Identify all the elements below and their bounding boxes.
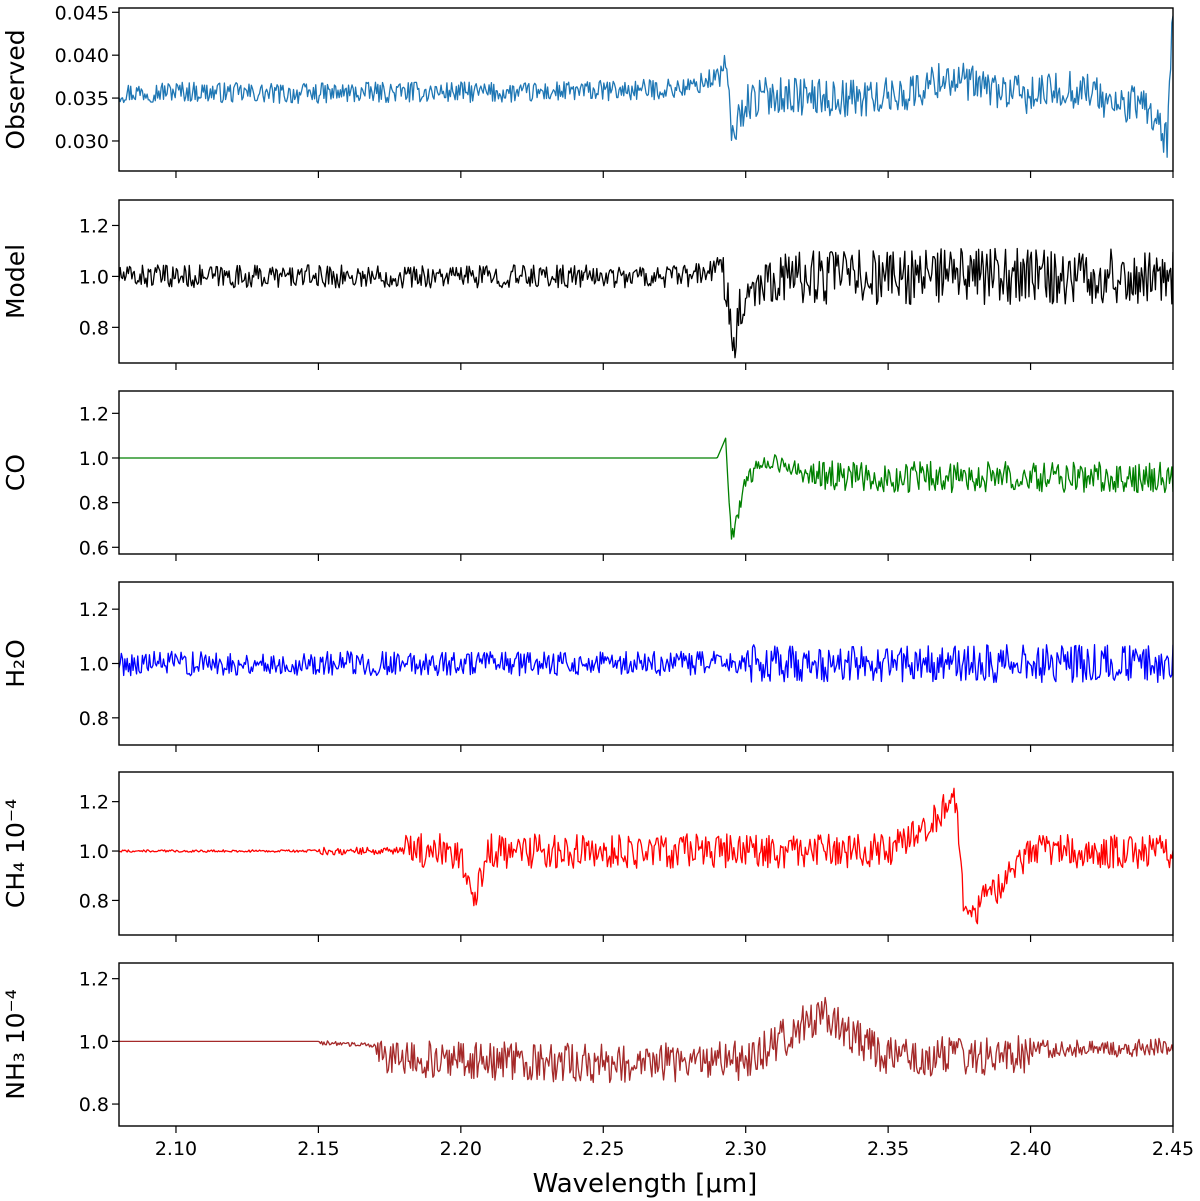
xtick-label: 2.35 — [867, 1138, 909, 1160]
xtick-label: 2.20 — [440, 1138, 482, 1160]
xtick-label: 2.10 — [155, 1138, 197, 1160]
h2o-ytick-label: 1.2 — [79, 599, 109, 621]
x-axis-label: Wavelength [μm] — [533, 1169, 758, 1199]
observed-ytick-label: 0.040 — [55, 45, 109, 67]
ch4-ytick-label: 1.0 — [79, 841, 109, 863]
h2o-ytick-label: 0.8 — [79, 708, 109, 730]
xtick-label: 2.30 — [725, 1138, 767, 1160]
nh3-ytick-label: 1.0 — [79, 1031, 109, 1053]
co-axes-frame — [118, 390, 1174, 555]
ch4-y-axis-label: CH₄ 10⁻⁴ — [1, 799, 30, 908]
nh3-ytick-label: 1.2 — [79, 969, 109, 991]
co-spectrum-line — [119, 437, 1173, 540]
h2o-spectrum-line — [119, 644, 1173, 684]
model-y-axis-label: Model — [1, 244, 30, 319]
model-ytick-label: 0.8 — [79, 317, 109, 339]
ch4-spectrum-line — [119, 787, 1173, 925]
model-ytick-label: 1.0 — [79, 266, 109, 288]
panel-ch4: 0.8 1.0 1.2 CH₄ 10⁻⁴ — [1, 771, 1174, 942]
xtick-label: 2.25 — [582, 1138, 624, 1160]
model-spectrum-line — [119, 247, 1173, 359]
model-axes-frame — [118, 199, 1174, 364]
nh3-y-axis-label: NH₃ 10⁻⁴ — [1, 989, 30, 1100]
panel-nh3: 0.8 1.0 1.2 2.10 2.15 2.20 2.25 2.30 2.35 2.40 2.4… — [1, 962, 1194, 1160]
observed-y-axis-label: Observed — [1, 29, 30, 149]
co-ytick-label: 1.2 — [79, 403, 109, 425]
h2o-ytick-label: 1.0 — [79, 654, 109, 676]
observed-ytick-label: 0.030 — [55, 131, 109, 153]
co-ytick-label: 0.8 — [79, 493, 109, 515]
ch4-axes-frame — [118, 771, 1174, 936]
xtick-label: 2.15 — [297, 1138, 339, 1160]
ch4-ytick-label: 1.2 — [79, 792, 109, 814]
observed-axes-frame — [118, 7, 1174, 172]
observed-ytick-label: 0.035 — [55, 88, 109, 110]
observed-ytick-label: 0.045 — [55, 2, 109, 24]
panel-observed: 0.030 0.035 0.040 0.045 Observed — [1, 2, 1174, 178]
panel-model: 0.8 1.0 1.2 Model — [1, 199, 1174, 370]
h2o-y-axis-label: H₂O — [1, 639, 30, 688]
xtick-label: 2.40 — [1009, 1138, 1051, 1160]
co-ytick-label: 1.0 — [79, 448, 109, 470]
nh3-spectrum-line — [119, 996, 1173, 1084]
ch4-ytick-label: 0.8 — [79, 890, 109, 912]
panel-stack: 0.030 0.035 0.040 0.045 Observed 0.8 1.0 1.2 Mod… — [1, 2, 1194, 1160]
xtick-label: 2.45 — [1152, 1138, 1194, 1160]
nh3-axes-frame — [118, 962, 1174, 1127]
co-y-axis-label: CO — [1, 454, 30, 491]
panel-h2o: 0.8 1.0 1.2 H₂O — [1, 581, 1174, 752]
co-ytick-label: 0.6 — [79, 537, 109, 559]
panel-co: 0.6 0.8 1.0 1.2 CO — [1, 390, 1174, 561]
nh3-ytick-label: 0.8 — [79, 1094, 109, 1116]
observed-spectrum-line — [119, 15, 1173, 158]
model-ytick-label: 1.2 — [79, 215, 109, 237]
